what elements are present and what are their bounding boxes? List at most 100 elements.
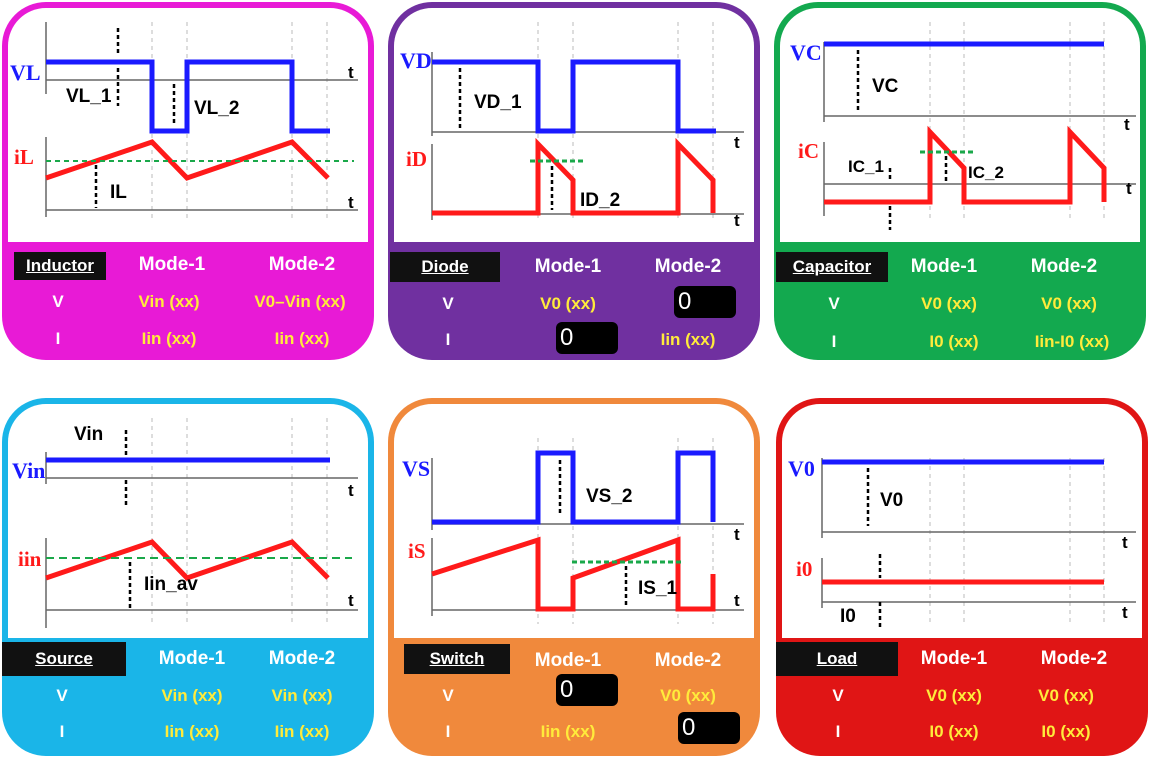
capacitor-v-mode1: V0 (xx) xyxy=(921,294,977,313)
switch-v-mode1: 0 xyxy=(556,674,618,706)
switch-i-mode1: Iin (xx) xyxy=(540,722,596,741)
inductor-row-i: I xyxy=(55,329,61,348)
inductor-v-label: VL xyxy=(10,60,41,85)
load-table: Load Mode-1 Mode-2 V V0 (xx) V0 (xx) I I… xyxy=(776,642,1148,756)
switch-row-v: V xyxy=(442,686,454,705)
load-row-v: V xyxy=(832,686,844,705)
source-waveforms: Vin iin Vin Iin_av t t xyxy=(12,418,358,628)
capacitor-panel: VC iC VC IC_1 IC_2 t t Capacitor Mode-1 … xyxy=(774,2,1146,360)
source-t2: t xyxy=(348,591,354,610)
switch-voltage-wave xyxy=(432,450,716,525)
source-row-i: I xyxy=(59,722,65,741)
switch-name: Switch xyxy=(404,644,510,674)
source-ann-iinav: Iin_av xyxy=(144,574,198,595)
capacitor-ann-ic2: IC_2 xyxy=(968,163,1004,182)
diode-waveforms: VD iD VD_1 ID_2 t t xyxy=(400,22,744,230)
switch-row-i: I xyxy=(445,722,451,741)
diode-v-mode1: V0 (xx) xyxy=(540,294,596,313)
diode-i-label: iD xyxy=(406,147,427,171)
inductor-i-mode2: Iin (xx) xyxy=(274,329,330,348)
source-i-label: iin xyxy=(18,547,42,571)
diode-i-mode1: 0 xyxy=(556,322,618,354)
inductor-mode1-header: Mode-1 xyxy=(138,254,206,275)
capacitor-v-label: VC xyxy=(790,40,822,65)
switch-i-mode2: 0 xyxy=(678,712,740,744)
capacitor-waveforms: VC iC VC IC_1 IC_2 t t xyxy=(790,22,1136,230)
source-mode2-header: Mode-2 xyxy=(268,648,336,669)
switch-t2: t xyxy=(734,591,740,610)
inductor-name: Inductor xyxy=(14,252,106,280)
load-name: Load xyxy=(776,642,898,676)
switch-mode2-header: Mode-2 xyxy=(654,650,722,671)
load-ann-i0: I0 xyxy=(840,606,856,627)
switch-v-label: VS xyxy=(402,456,430,481)
source-v-mode1: Vin (xx) xyxy=(161,686,223,705)
inductor-i-label: iL xyxy=(14,145,34,169)
diode-row-i: I xyxy=(445,330,451,349)
source-i-mode1: Iin (xx) xyxy=(164,722,220,741)
inductor-ann-il: IL xyxy=(110,182,127,203)
capacitor-table: Capacitor Mode-1 Mode-2 V V0 (xx) V0 (xx… xyxy=(774,246,1146,360)
load-ann-v0: V0 xyxy=(880,490,903,511)
load-mode2-header: Mode-2 xyxy=(1040,648,1108,669)
diode-current-wave xyxy=(432,137,716,216)
inductor-ann-vl1: VL_1 xyxy=(66,86,112,107)
source-ann-vin: Vin xyxy=(74,424,103,445)
capacitor-name: Capacitor xyxy=(776,252,888,282)
diode-ann-vd1: VD_1 xyxy=(474,92,522,113)
load-t1: t xyxy=(1122,533,1128,552)
diode-v-label: VD xyxy=(400,48,432,73)
switch-table: Switch Mode-1 Mode-2 V 0 V0 (xx) I Iin (… xyxy=(388,642,760,756)
inductor-t2: t xyxy=(348,193,354,212)
load-row-i: I xyxy=(835,722,841,741)
capacitor-current-wave xyxy=(824,125,1107,205)
load-t2: t xyxy=(1122,603,1128,622)
inductor-voltage-wave xyxy=(46,59,330,134)
switch-panel: VS iS VS_2 IS_1 t t Switch Mode-1 Mode-2… xyxy=(388,398,760,756)
source-plot-area xyxy=(8,404,368,638)
inductor-waveforms: VL iL VL_1 VL_2 IL t t xyxy=(10,22,358,222)
diode-voltage-wave xyxy=(432,59,716,134)
load-waveforms: V0 i0 V0 I0 t t xyxy=(788,456,1136,628)
diode-t1: t xyxy=(734,133,740,152)
switch-ann-is1: IS_1 xyxy=(638,578,678,599)
load-mode1-header: Mode-1 xyxy=(920,648,988,669)
switch-t1: t xyxy=(734,525,740,544)
switch-mode1-header: Mode-1 xyxy=(534,650,602,671)
diode-name: Diode xyxy=(390,252,500,282)
source-name: Source xyxy=(2,642,126,676)
source-row-v: V xyxy=(56,686,68,705)
source-i-mode2: Iin (xx) xyxy=(274,722,330,741)
load-v-mode2: V0 (xx) xyxy=(1038,686,1094,705)
inductor-table: Inductor Mode-1 Mode-2 V Vin (xx) V0–Vin… xyxy=(2,246,374,360)
source-v-mode2: Vin (xx) xyxy=(271,686,333,705)
load-i-mode1: I0 (xx) xyxy=(929,722,979,741)
load-i-mode2: I0 (xx) xyxy=(1041,722,1091,741)
switch-ann-vs2: VS_2 xyxy=(586,486,632,507)
diode-ann-id2: ID_2 xyxy=(580,190,620,211)
diode-v-mode2: 0 xyxy=(674,286,736,318)
load-v-label: V0 xyxy=(788,456,815,481)
capacitor-ann-vc: VC xyxy=(872,76,899,97)
load-panel: V0 i0 V0 I0 t t Load Mode-1 Mode-2 V V0 … xyxy=(776,398,1148,756)
capacitor-i-mode2: Iin-I0 (xx) xyxy=(1034,332,1110,351)
inductor-current-wave xyxy=(45,139,330,181)
diode-row-v: V xyxy=(442,294,454,313)
source-table: Source Mode-1 Mode-2 V Vin (xx) Vin (xx)… xyxy=(2,642,374,756)
capacitor-row-v: V xyxy=(828,294,840,313)
source-t1: t xyxy=(348,481,354,500)
capacitor-t2: t xyxy=(1126,179,1132,198)
inductor-mode2-header: Mode-2 xyxy=(268,254,336,275)
inductor-i-mode1: Iin (xx) xyxy=(141,329,197,348)
load-plot-area xyxy=(782,404,1142,638)
inductor-ann-vl2: VL_2 xyxy=(194,98,239,119)
switch-waveforms: VS iS VS_2 IS_1 t t xyxy=(402,438,744,624)
diode-t2: t xyxy=(734,211,740,230)
inductor-t1: t xyxy=(348,63,354,82)
diode-panel: VD iD VD_1 ID_2 t t Diode Mode-1 Mode-2 … xyxy=(388,2,760,360)
capacitor-mode1-header: Mode-1 xyxy=(910,256,978,277)
inductor-v-mode2: V0–Vin (xx) xyxy=(254,292,346,311)
capacitor-mode2-header: Mode-2 xyxy=(1030,256,1098,277)
diode-table: Diode Mode-1 Mode-2 V V0 (xx) 0 I 0 Iin … xyxy=(388,246,760,360)
capacitor-v-mode2: V0 (xx) xyxy=(1041,294,1097,313)
